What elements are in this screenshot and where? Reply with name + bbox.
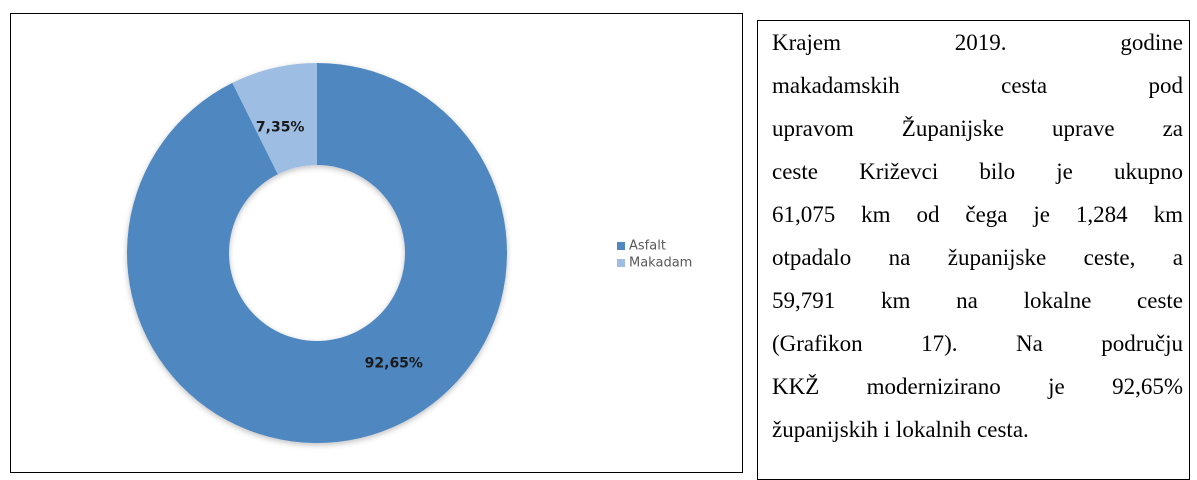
text-line: KKŽ modernizirano je 92,65% xyxy=(772,374,1183,399)
text-line: županijskih i lokalnih cesta. xyxy=(772,417,1029,442)
text-line: ceste Križevci bilo je ukupno xyxy=(772,159,1183,184)
legend-swatch xyxy=(617,259,625,267)
legend-label: Makadam xyxy=(629,256,692,271)
donut xyxy=(127,63,508,443)
text-line: Krajem 2019. godine xyxy=(772,30,1183,55)
text-line: otpadalo na županijske ceste, a xyxy=(772,245,1183,270)
legend-swatch xyxy=(617,242,625,250)
chart-frame: 92,65% 7,35% Asfalt Makadam xyxy=(10,13,743,473)
text-line: makadamskih cesta pod xyxy=(772,73,1183,98)
text-line: upravom Županijske uprave za xyxy=(772,116,1183,141)
data-label: 7,35% xyxy=(256,120,305,136)
donut-segment xyxy=(232,63,317,175)
text-line: (Grafikon 17). Na području xyxy=(772,331,1183,356)
text-box: Krajem 2019. godine makadamskih cesta pod… xyxy=(757,20,1190,480)
page: 92,65% 7,35% Asfalt Makadam Krajem 2019. go… xyxy=(10,13,1190,480)
chart: 92,65% 7,35% Asfalt Makadam xyxy=(127,63,692,443)
text-line: 61,075 km od čega je 1,284 km xyxy=(772,202,1183,227)
donut-segment xyxy=(127,63,508,443)
text-line: 59,791 km na lokalne ceste xyxy=(772,288,1183,313)
legend-label: Asfalt xyxy=(629,239,666,254)
data-label: 92,65% xyxy=(365,355,423,371)
